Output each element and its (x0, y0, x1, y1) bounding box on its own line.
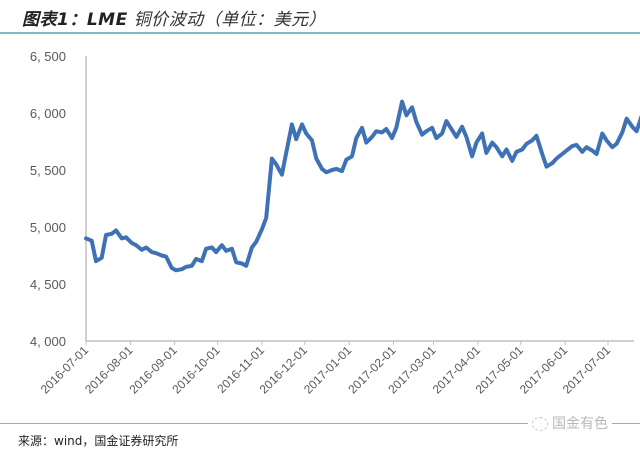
copper-price-line (84, 99, 640, 273)
title-bar: 图表1：LME 铜价波动（单位：美元） (0, 0, 640, 34)
y-tick-label: 4, 500 (30, 277, 66, 292)
chart-title: 图表1：LME 铜价波动（单位：美元） (22, 5, 326, 30)
watermark: 国金有色 (528, 413, 612, 433)
y-tick-label: 6, 000 (30, 106, 66, 121)
y-tick-label: 6, 500 (30, 49, 66, 64)
y-axis: 4, 000 4, 500 5, 000 5, 500 6, 000 6, 500 (30, 49, 87, 349)
footer-divider (0, 423, 640, 424)
y-tick-label: 5, 500 (30, 163, 66, 178)
watermark-text: 国金有色 (552, 416, 608, 432)
chart-svg: 4, 000 4, 500 5, 000 5, 500 6, 000 6, 500 201… (30, 49, 640, 397)
chart-title-prefix: 图表1：LME (22, 10, 128, 30)
line-chart: 4, 000 4, 500 5, 000 5, 500 6, 000 6, 500 201… (0, 34, 640, 424)
source-note: 来源：wind，国金证券研究所 (18, 434, 179, 448)
wechat-icon (532, 417, 548, 431)
chart-title-rest: 铜价波动（单位：美元） (127, 10, 327, 30)
x-axis: 2016-07-012016-08-012016-09-012016-10-01… (38, 340, 634, 397)
y-tick-label: 4, 000 (30, 334, 66, 349)
y-tick-label: 5, 000 (30, 220, 66, 235)
